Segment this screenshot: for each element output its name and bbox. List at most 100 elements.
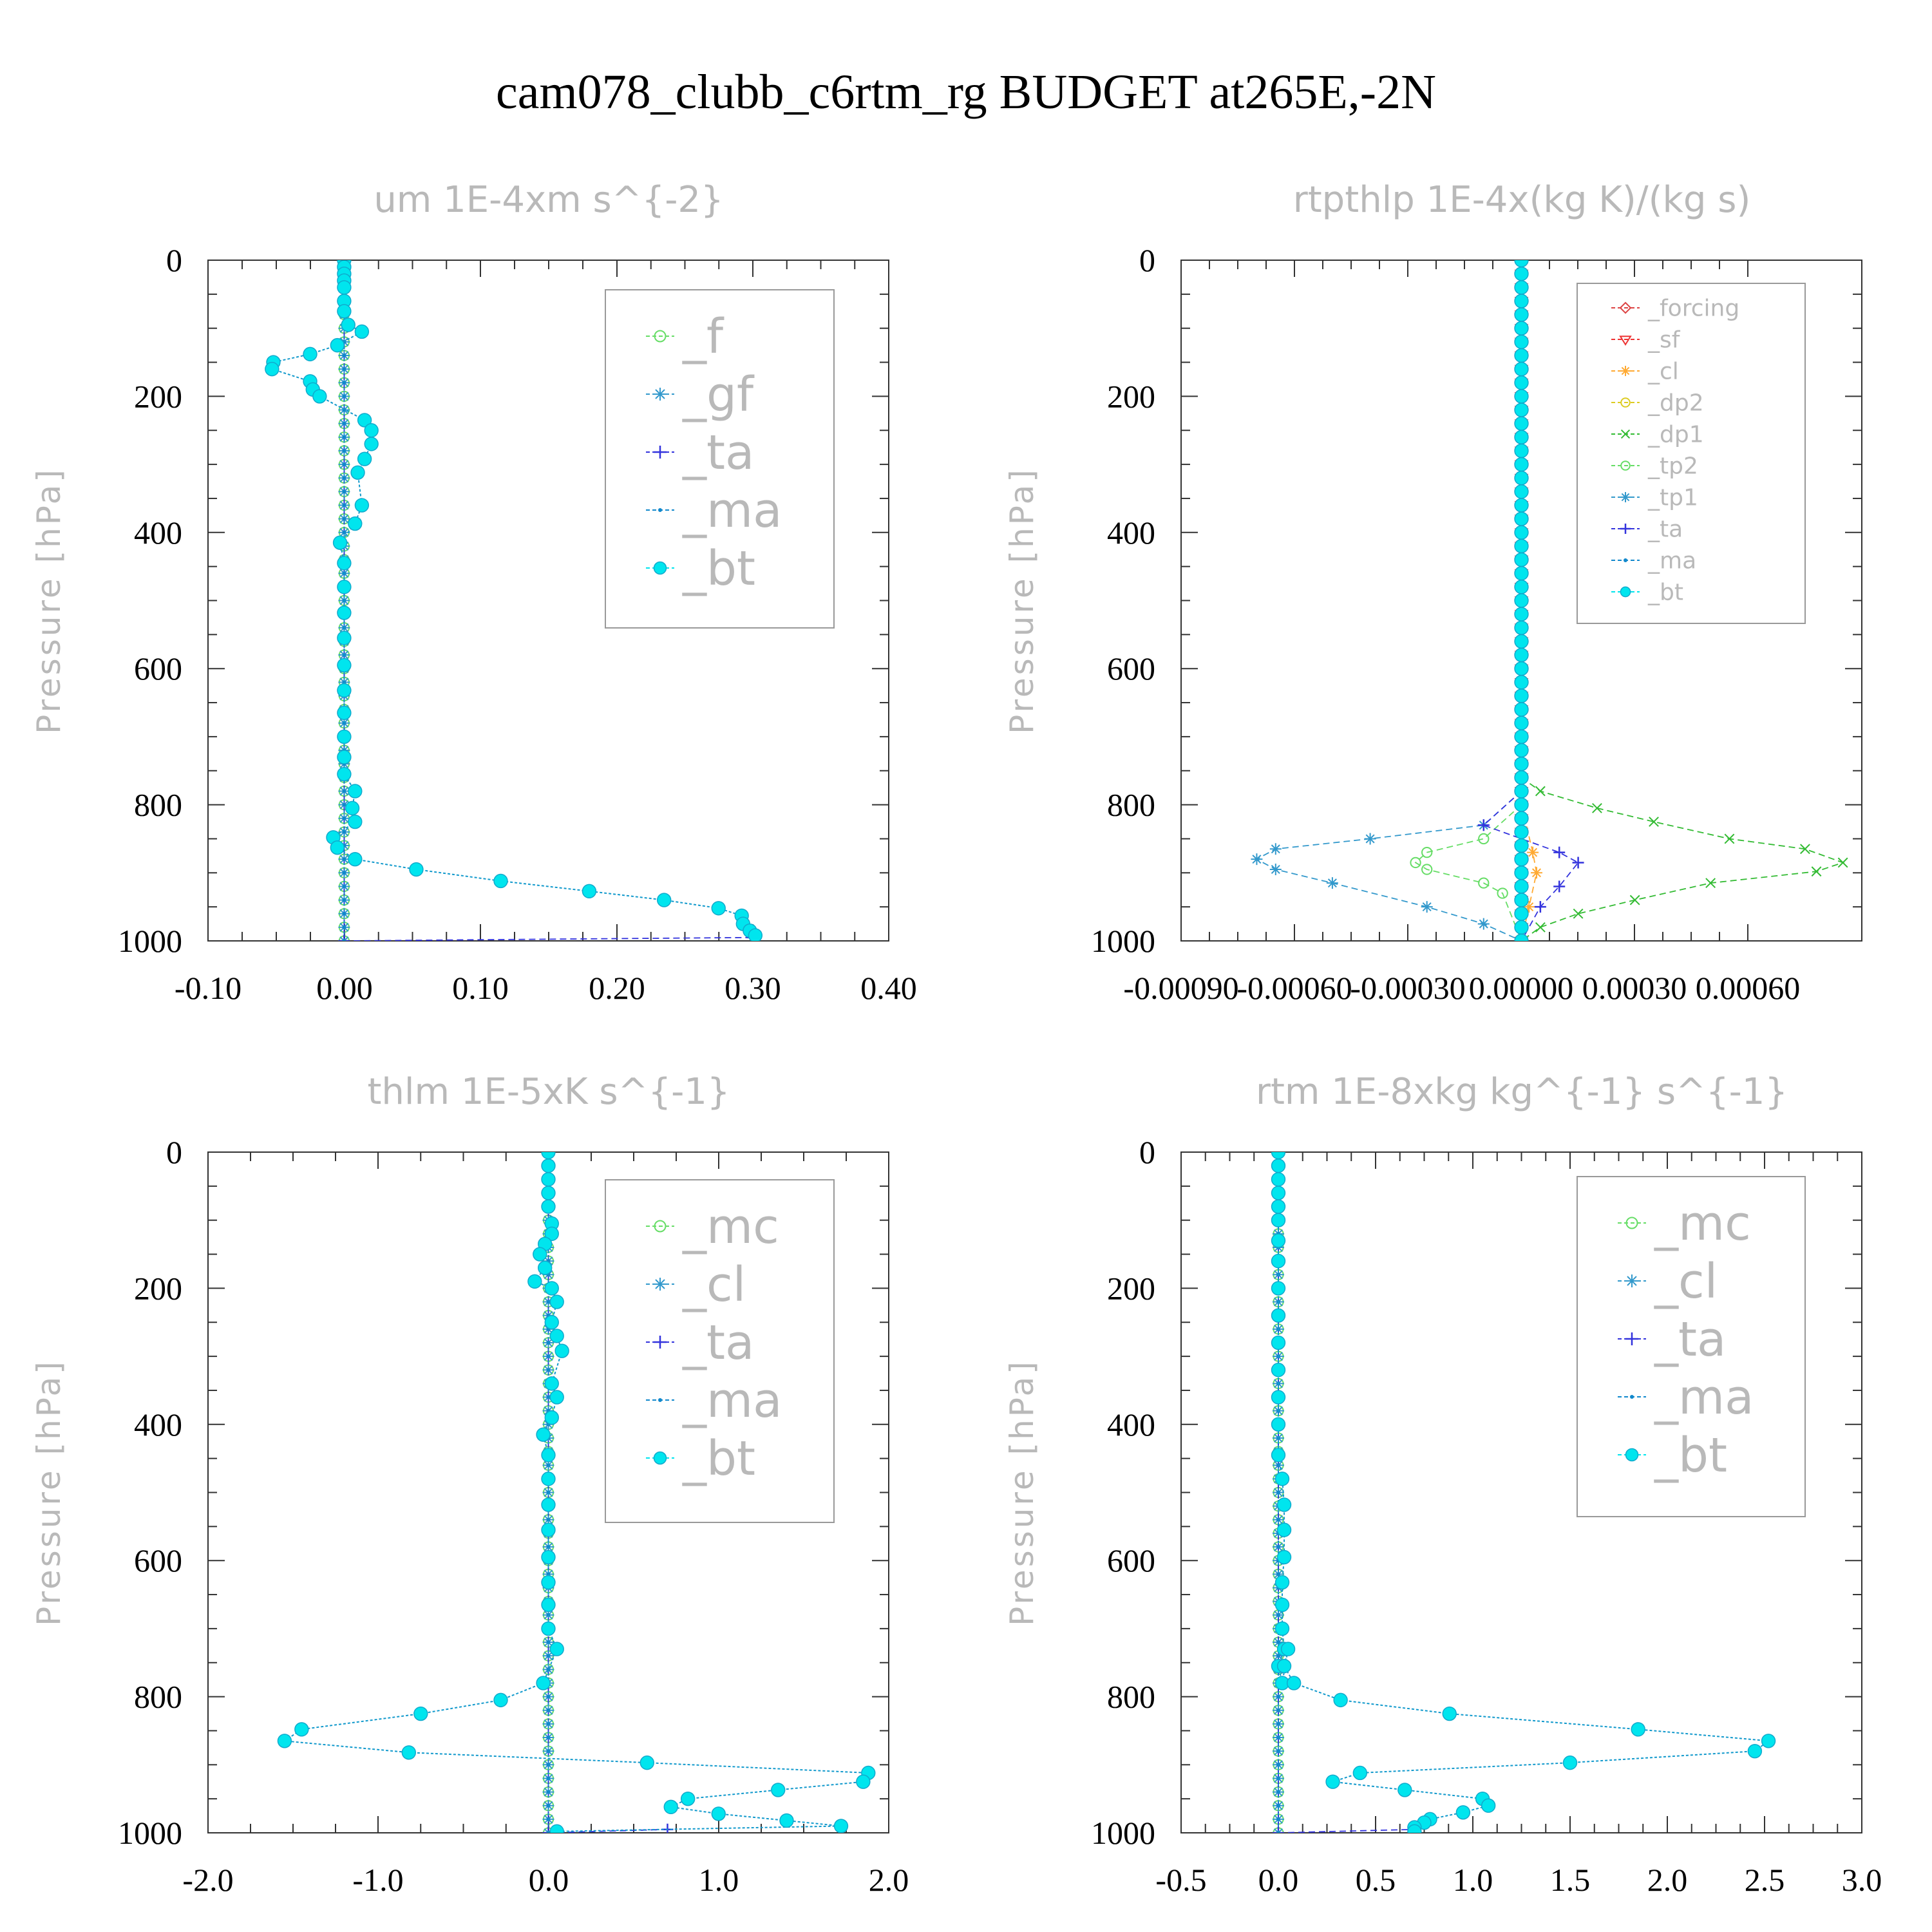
- marker-ma: [342, 367, 346, 372]
- marker-bt: [1514, 525, 1529, 540]
- marker-ma: [342, 530, 346, 535]
- marker-tp1: [1364, 833, 1376, 845]
- panel-title: um 1E-4xm s^{-2}: [374, 179, 723, 221]
- marker-ma: [546, 1572, 551, 1577]
- legend: _forcing _sf _cl _dp2 _dp1 _tp2 _tp1 _ta _ma _bt: [1577, 283, 1806, 624]
- marker-ma: [1276, 1517, 1280, 1522]
- marker-bt: [1271, 1308, 1286, 1323]
- marker-bt: [1514, 920, 1529, 935]
- marker-dp1: [1800, 844, 1810, 855]
- marker-bt: [354, 324, 370, 339]
- marker-bt: [1514, 933, 1529, 941]
- marker-bt: [1271, 1172, 1286, 1187]
- marker-tp1: [1269, 864, 1282, 876]
- marker-bt: [1352, 1765, 1368, 1781]
- marker-ma: [342, 476, 346, 480]
- marker-bt: [330, 840, 345, 855]
- marker-dp1: [1811, 866, 1822, 877]
- legend-label: _f: [682, 309, 724, 365]
- marker-bt: [1286, 1676, 1302, 1690]
- y-tick-label: 400: [134, 515, 182, 551]
- legend: _mc_cl_ta_ma_bt: [605, 1179, 835, 1523]
- x-tick-label: 0.00060: [1696, 970, 1801, 1006]
- legend-label: _gf: [682, 367, 755, 422]
- y-tick-label: 200: [1107, 378, 1155, 414]
- series-bt: [265, 260, 763, 941]
- marker-dp1: [1837, 857, 1848, 868]
- marker-bt: [549, 1294, 564, 1309]
- marker-bt: [364, 437, 379, 451]
- y-tick-label: 600: [134, 650, 182, 687]
- plot-area: [1251, 260, 1848, 941]
- marker-bt: [1442, 1706, 1457, 1721]
- legend-label: _dp2: [1647, 390, 1704, 417]
- marker-dp1: [1629, 895, 1640, 905]
- x-tick-label: 0.40: [860, 970, 917, 1006]
- legend-marker-bt: [653, 561, 667, 575]
- marker-ma: [342, 462, 346, 467]
- legend-label: _mc: [1654, 1196, 1751, 1251]
- panel-title: thlm 1E-5xK s^{-1}: [367, 1071, 730, 1113]
- y-tick-label: 800: [1107, 1679, 1155, 1715]
- marker-bt: [1514, 906, 1529, 921]
- marker-ma: [546, 1694, 551, 1699]
- marker-bt: [549, 1824, 564, 1833]
- legend-marker-bt: [653, 1451, 667, 1465]
- marker-bt: [1747, 1743, 1763, 1759]
- marker-bt: [1514, 538, 1529, 554]
- marker-bt: [771, 1783, 786, 1797]
- marker-bt: [1514, 307, 1529, 322]
- marker-ma: [342, 802, 346, 807]
- marker-ma: [1276, 1572, 1280, 1577]
- marker-bt: [265, 361, 279, 377]
- marker-bt: [348, 516, 363, 531]
- marker-bt: [538, 1260, 553, 1275]
- x-tick-label: 1.0: [699, 1862, 739, 1898]
- marker-bt: [357, 451, 372, 466]
- marker-bt: [1333, 1692, 1348, 1708]
- marker-bt: [1514, 688, 1529, 703]
- plot-area: [277, 1152, 876, 1833]
- marker-bt: [341, 317, 355, 332]
- marker-bt: [1271, 1363, 1286, 1378]
- x-tick-label: -0.00090: [1123, 970, 1238, 1006]
- y-axis-label: Pressure [hPa]: [1003, 467, 1041, 734]
- marker-bt: [1514, 430, 1529, 445]
- x-tick-label: 0.5: [1356, 1862, 1396, 1898]
- marker-bt: [401, 1745, 417, 1760]
- marker-bt: [711, 1806, 726, 1821]
- x-tick-label: -1.0: [352, 1862, 403, 1898]
- marker-tp1: [1326, 877, 1338, 889]
- y-tick-label: 200: [134, 378, 182, 414]
- legend-marker-tp1: [1620, 492, 1631, 502]
- x-tick-label: 0.0: [529, 1862, 569, 1898]
- marker-ma: [342, 381, 346, 385]
- marker-tp1: [1477, 918, 1490, 930]
- marker-bt: [1514, 756, 1529, 772]
- x-tick-label: 2.0: [869, 1862, 909, 1898]
- legend-label: _bt: [682, 541, 755, 596]
- legend-marker-cl: [1625, 1274, 1638, 1287]
- marker-bt: [337, 766, 352, 782]
- legend-marker-bt: [1620, 586, 1631, 598]
- marker-bt: [1271, 1233, 1286, 1248]
- marker-bt: [337, 683, 352, 698]
- marker-dp1: [1573, 908, 1584, 919]
- legend-box: [605, 1179, 835, 1523]
- marker-ma: [546, 1736, 551, 1740]
- legend-label: _ta: [682, 1315, 754, 1370]
- marker-bt: [541, 1199, 556, 1214]
- marker-bt: [493, 1692, 508, 1708]
- marker-bt: [1514, 824, 1529, 840]
- legend-marker-ma: [658, 1398, 662, 1402]
- legend-label: _mc: [682, 1199, 779, 1255]
- marker-ma: [342, 911, 346, 916]
- legend-marker-ma: [658, 508, 662, 512]
- marker-bt: [294, 1722, 309, 1737]
- marker-bt: [1514, 715, 1529, 730]
- marker-dp1: [1535, 786, 1546, 797]
- marker-ma: [1276, 1545, 1280, 1549]
- x-tick-label: 1.0: [1453, 1862, 1493, 1898]
- marker-ma: [1276, 1831, 1280, 1833]
- y-tick-label: 400: [1107, 515, 1155, 551]
